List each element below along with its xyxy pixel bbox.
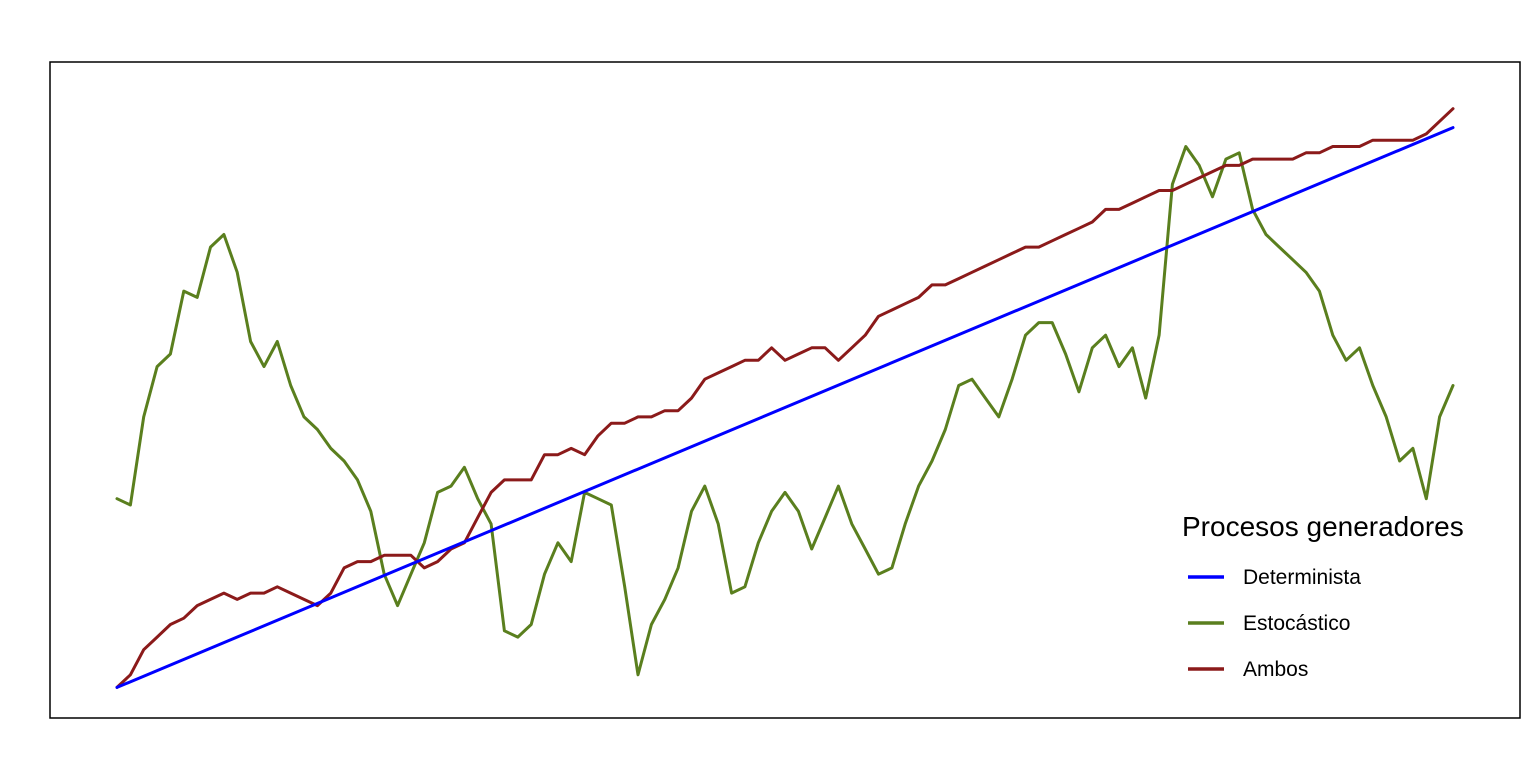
legend-title: Procesos generadores — [1182, 511, 1464, 542]
legend-items: Determinista Estocástico Ambos — [1188, 566, 1361, 681]
series-line-ambos — [115, 107, 1455, 689]
legend-label-determinista: Determinista — [1243, 566, 1361, 589]
legend: Procesos generadores Determinista Estocás… — [1182, 511, 1464, 681]
series-line-determinista — [115, 126, 1455, 689]
series-layer — [115, 107, 1455, 689]
series-line-estoc-stico — [115, 145, 1455, 677]
legend-label-estoc-stico: Estocástico — [1243, 612, 1350, 635]
legend-label-ambos: Ambos — [1243, 658, 1308, 681]
plot-border — [49, 61, 1521, 719]
